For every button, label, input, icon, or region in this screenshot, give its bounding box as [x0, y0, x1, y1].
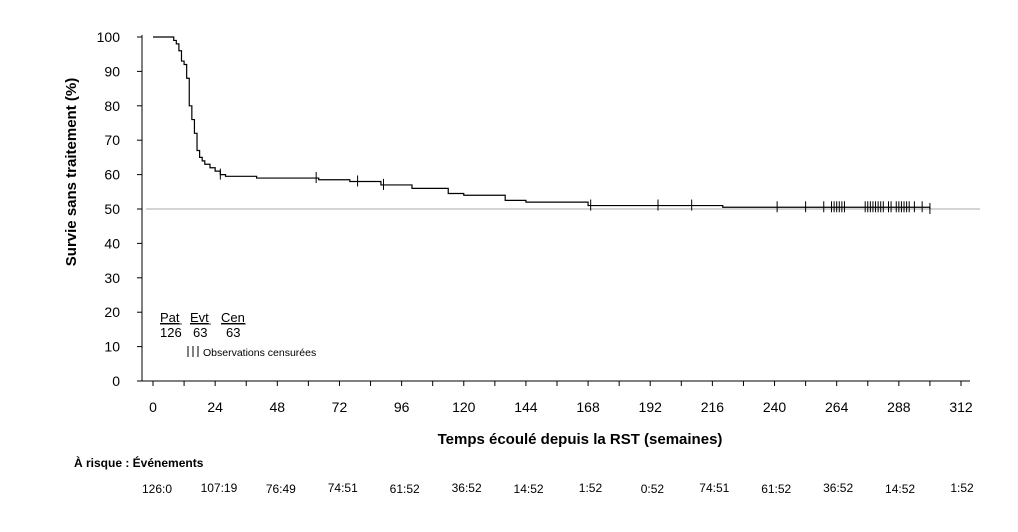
- legend: Pat Evt Cen 126 63 63 Observations censu…: [160, 310, 316, 359]
- x-tick-label: 240: [763, 399, 787, 415]
- risk-table-title: À risque : Événements: [74, 455, 204, 470]
- x-tick-label: 24: [207, 399, 223, 415]
- risk-table-value: 0:52: [641, 482, 665, 496]
- y-tick-label: 10: [104, 339, 120, 355]
- legend-header-evt: Evt: [190, 310, 209, 325]
- risk-table-value: 76:49: [266, 482, 296, 496]
- x-tick-label: 144: [514, 399, 538, 415]
- y-tick-label: 0: [112, 373, 120, 389]
- risk-table-value: 61:52: [390, 482, 420, 496]
- risk-table-value: 74:51: [328, 481, 358, 495]
- risk-table-value: 61:52: [761, 482, 791, 496]
- x-tick-label: 216: [701, 399, 725, 415]
- x-tick-label: 120: [452, 399, 476, 415]
- x-ticks: 0 24 48 72 96 120 144 168 192 216 240 264 288 312: [149, 381, 973, 415]
- y-tick-label: 100: [97, 29, 121, 45]
- legend-value-pat: 126: [160, 325, 182, 340]
- legend-censor-label: Observations censurées: [203, 347, 316, 359]
- y-ticks: 0 10 20 30 40 50 60 70 80 90 100: [97, 29, 142, 389]
- y-axis-title: Survie sans traitement (%): [63, 78, 80, 266]
- x-tick-label: 264: [825, 399, 849, 415]
- legend-header-cen: Cen: [221, 310, 245, 325]
- survival-curve: [153, 36, 931, 209]
- y-tick-label: 80: [104, 98, 120, 114]
- x-tick-label: 48: [270, 399, 286, 415]
- risk-table-value: 74:51: [699, 481, 729, 495]
- survival-curve-layer: [153, 36, 931, 209]
- risk-table-value: 14:52: [885, 482, 915, 496]
- x-tick-label: 0: [149, 399, 157, 415]
- axes-layer: [141, 35, 970, 382]
- y-tick-label: 40: [104, 235, 120, 251]
- x-axis-title: Temps écoulé depuis la RST (semaines): [438, 431, 723, 448]
- y-tick-label: 70: [104, 132, 120, 148]
- x-tick-label: 96: [394, 399, 410, 415]
- risk-table-value: 36:52: [452, 481, 482, 495]
- x-tick-label: 72: [332, 399, 348, 415]
- legend-header-pat: Pat: [160, 310, 180, 325]
- risk-table-value: 36:52: [823, 481, 853, 495]
- x-tick-label: 168: [576, 399, 600, 415]
- risk-table-values: 126:0 107:19 76:49 74:51 61:52 36:52 14:52 1:52…: [142, 481, 974, 496]
- y-tick-label: 20: [104, 304, 120, 320]
- x-tick-label: 288: [887, 399, 911, 415]
- risk-table-value: 1:52: [950, 481, 974, 495]
- y-tick-label: 90: [104, 63, 120, 79]
- y-tick-label: 60: [104, 167, 120, 183]
- censor-marks: [219, 168, 931, 214]
- risk-table-value: 1:52: [579, 481, 603, 495]
- legend-value-cen: 63: [226, 325, 240, 340]
- legend-value-evt: 63: [193, 325, 207, 340]
- risk-table-value: 107:19: [201, 481, 238, 495]
- x-tick-label: 312: [949, 399, 973, 415]
- y-tick-label: 30: [104, 270, 120, 286]
- risk-table-value: 14:52: [514, 482, 544, 496]
- x-tick-label: 192: [639, 399, 663, 415]
- y-tick-label: 50: [104, 201, 120, 217]
- risk-table-value: 126:0: [142, 482, 172, 496]
